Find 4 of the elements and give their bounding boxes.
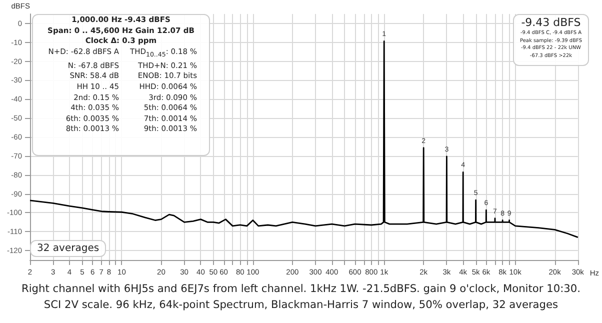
averages-panel: 32 averages (30, 240, 106, 257)
annotation: -9.43 dBFS (520, 15, 582, 30)
text: Right channel with 6HJ5s and 6EJ7s from left channel. 1kHz 1W. -21.5dBFS. gain 9 o'clock, Monitor 10:30. (20, 283, 582, 295)
text: SCI 2V scale. 96 kHz, 64k-point Spectrum, Blackman-Harris 7 window, 50% overlap, 32 averages (42, 299, 560, 311)
